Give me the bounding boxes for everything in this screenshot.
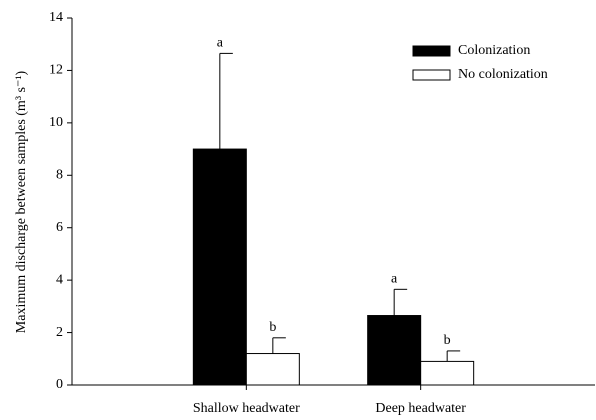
x-tick-label: Deep headwater bbox=[375, 401, 466, 416]
y-tick-label: 10 bbox=[49, 115, 63, 130]
bar bbox=[420, 360, 475, 386]
legend-label: No colonization bbox=[458, 67, 548, 82]
y-tick-label: 14 bbox=[49, 10, 63, 25]
y-tick-label: 12 bbox=[49, 63, 63, 78]
bar bbox=[192, 148, 247, 386]
bar bbox=[245, 353, 300, 386]
bar bbox=[367, 315, 422, 386]
y-tick-label: 0 bbox=[56, 377, 63, 392]
y-tick-label: 6 bbox=[56, 220, 63, 235]
y-tick-label: 2 bbox=[56, 325, 63, 340]
significance-label: a bbox=[391, 272, 398, 287]
significance-label: a bbox=[217, 36, 224, 51]
legend-swatch bbox=[412, 69, 451, 81]
y-axis-label: Maximum discharge between samples (m³ s⁻… bbox=[14, 70, 29, 333]
significance-label: b bbox=[444, 333, 451, 348]
legend-label: Colonization bbox=[458, 43, 530, 58]
y-tick-label: 4 bbox=[56, 272, 63, 287]
y-tick-label: 8 bbox=[56, 168, 63, 183]
significance-label: b bbox=[269, 320, 276, 335]
legend-swatch bbox=[412, 45, 451, 57]
x-tick-label: Shallow headwater bbox=[193, 401, 300, 416]
